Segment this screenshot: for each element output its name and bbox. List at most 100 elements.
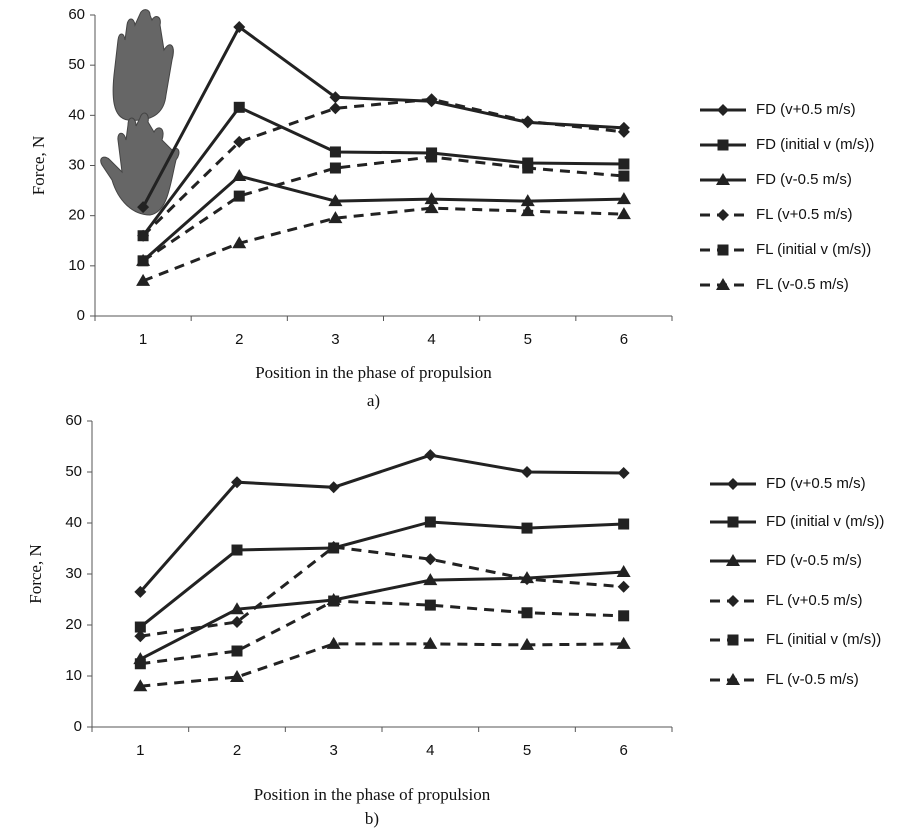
marker (328, 595, 340, 607)
marker (134, 621, 146, 633)
series-line (139, 520, 624, 629)
marker (327, 540, 340, 553)
marker (134, 585, 147, 598)
marker (617, 580, 630, 593)
legend-label: FL (initial v (m/s)) (756, 241, 871, 258)
legend-label: FD (v+0.5 m/s) (766, 475, 866, 492)
marker (727, 595, 739, 607)
series-line (142, 97, 625, 237)
x-axis-label: Position in the phase of propulsion (254, 785, 491, 804)
marker (717, 104, 729, 116)
series-line (142, 155, 625, 263)
marker (727, 634, 739, 646)
series-line (140, 545, 624, 638)
marker (424, 201, 439, 214)
marker (232, 169, 247, 182)
x-tick-label: 2 (235, 331, 243, 348)
y-tick-label: 20 (68, 207, 85, 224)
marker (616, 207, 631, 220)
marker (716, 173, 730, 185)
marker (136, 273, 151, 286)
marker (230, 670, 244, 683)
y-axis-label: Force, N (29, 136, 48, 195)
caption: b) (365, 809, 379, 828)
marker (520, 637, 534, 650)
marker (423, 636, 438, 649)
legend-label: FD (initial v (m/s)) (756, 136, 874, 153)
series-line (141, 24, 625, 208)
marker (521, 466, 533, 478)
marker (727, 478, 739, 490)
marker (134, 658, 146, 670)
marker (327, 481, 340, 494)
marker (424, 553, 437, 566)
legend-label: FL (v+0.5 m/s) (766, 592, 863, 609)
marker (726, 554, 740, 566)
marker (717, 244, 729, 256)
x-axis-label: Position in the phase of propulsion (255, 363, 492, 382)
series-line (140, 642, 624, 688)
marker (232, 236, 247, 249)
marker (424, 192, 439, 205)
marker (329, 162, 341, 174)
series-line (139, 453, 624, 593)
legend-label: FD (v-0.5 m/s) (766, 552, 862, 569)
y-tick-label: 40 (65, 514, 82, 531)
marker (426, 151, 438, 163)
legend-label: FL (initial v (m/s)) (766, 631, 881, 648)
marker (618, 518, 630, 530)
marker (618, 170, 630, 182)
x-tick-label: 6 (619, 742, 627, 759)
marker (424, 599, 436, 611)
x-tick-label: 3 (329, 742, 337, 759)
series-line (142, 206, 624, 283)
marker (424, 516, 436, 528)
y-tick-label: 20 (65, 616, 82, 633)
marker (326, 636, 341, 649)
marker (717, 139, 729, 151)
marker (329, 91, 342, 104)
series-line (139, 570, 624, 661)
marker (329, 146, 341, 158)
y-tick-label: 0 (77, 307, 85, 324)
x-tick-label: 1 (139, 331, 147, 348)
hand-icon (100, 9, 180, 216)
y-tick-label: 40 (68, 106, 85, 123)
legend-label: FD (initial v (m/s)) (766, 513, 884, 530)
x-tick-label: 2 (233, 742, 241, 759)
x-tick-label: 5 (523, 742, 531, 759)
marker (233, 21, 246, 34)
y-tick-label: 50 (65, 463, 82, 480)
marker (716, 278, 730, 290)
marker (521, 573, 533, 586)
marker (520, 194, 535, 207)
marker (424, 449, 437, 462)
marker (617, 125, 630, 138)
marker (616, 192, 631, 205)
y-tick-label: 50 (68, 56, 85, 73)
x-tick-label: 3 (331, 331, 339, 348)
marker (717, 209, 729, 221)
marker (233, 101, 245, 113)
marker (618, 158, 630, 170)
marker (137, 255, 149, 267)
legend-label: FL (v+0.5 m/s) (756, 206, 853, 223)
x-tick-label: 1 (136, 742, 144, 759)
x-tick-label: 5 (524, 331, 532, 348)
marker (137, 201, 150, 214)
marker (521, 522, 533, 534)
marker (233, 135, 246, 148)
legend-label: FL (v-0.5 m/s) (756, 276, 849, 293)
series-line (140, 599, 624, 666)
marker (329, 102, 342, 115)
y-tick-label: 10 (65, 667, 82, 684)
marker (520, 204, 535, 217)
marker (231, 476, 243, 489)
marker (423, 573, 438, 586)
marker (231, 615, 243, 628)
x-tick-label: 4 (426, 742, 434, 759)
marker (521, 115, 534, 128)
y-tick-label: 60 (65, 412, 82, 429)
